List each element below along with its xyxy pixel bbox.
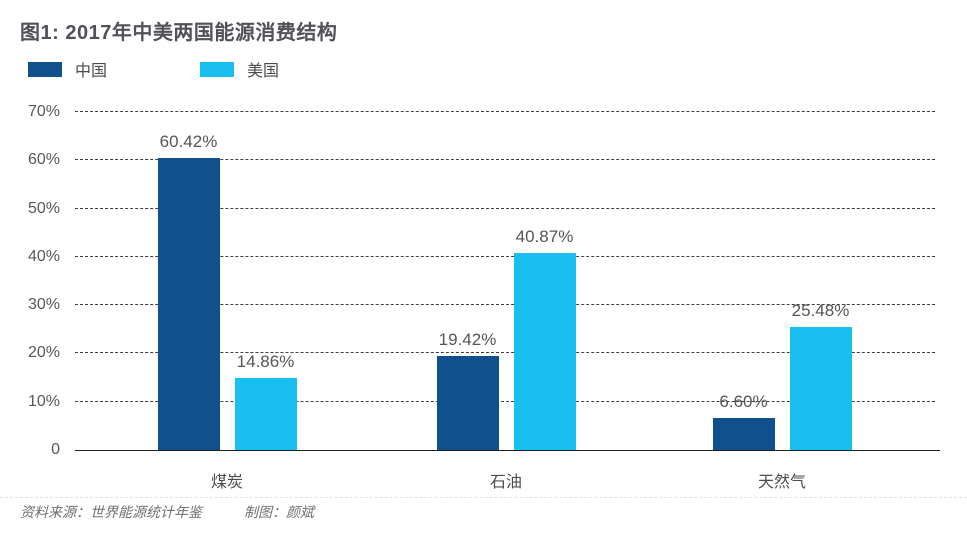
gridline-20 — [75, 352, 935, 354]
chart-title: 图1: 2017年中美两国能源消费结构 — [20, 22, 338, 44]
legend-swatch-china — [28, 61, 62, 77]
gridline-10 — [75, 400, 935, 402]
data-source-note: 资料来源：世界能源统计年鉴 — [20, 504, 202, 520]
bar-value-label: 40.87% — [515, 226, 574, 246]
y-axis-tick-label: 10% — [27, 392, 60, 410]
x-axis-category-label: 煤炭 — [210, 474, 243, 491]
x-axis-category-label: 天然气 — [757, 474, 806, 491]
bar-美国-石油 — [513, 252, 576, 450]
bar-美国-天然气 — [789, 326, 852, 450]
y-axis-tick-label: 50% — [27, 199, 60, 217]
gridline-40 — [75, 255, 935, 257]
gridline-70 — [75, 111, 935, 112]
bar-value-label: 25.48% — [791, 300, 850, 320]
y-axis-tick-label: 0 — [51, 441, 60, 458]
y-axis-tick-label: 40% — [27, 247, 60, 265]
x-axis-category-label: 石油 — [489, 474, 522, 491]
footer-divider — [0, 497, 967, 498]
bar-美国-煤炭 — [234, 378, 297, 450]
legend-label-china: 中国 — [75, 63, 108, 80]
bar-value-label: 19.42% — [438, 330, 497, 350]
bar-value-label: 60.42% — [159, 132, 218, 152]
bar-中国-煤炭 — [157, 158, 220, 450]
bar-value-label: 14.86% — [236, 352, 295, 372]
legend-item-usa: 美国 — [200, 60, 280, 80]
bar-中国-天然气 — [712, 418, 775, 450]
x-axis-line — [75, 450, 940, 451]
gridline-60 — [75, 159, 935, 161]
legend-label-usa: 美国 — [247, 63, 280, 80]
bar-value-label: 6.60% — [719, 392, 768, 412]
gridline-30 — [75, 304, 935, 306]
chart-footer: 资料来源：世界能源统计年鉴 制图：颜斌 — [20, 502, 314, 522]
y-axis-tick-label: 20% — [27, 344, 60, 362]
legend-swatch-usa — [200, 61, 234, 77]
chart-credit-note: 制图：颜斌 — [244, 504, 314, 520]
y-axis-tick-label: 60% — [27, 151, 60, 169]
y-axis-tick-label: 70% — [27, 103, 60, 120]
bar-中国-石油 — [436, 356, 499, 450]
y-axis-tick-label: 30% — [27, 296, 60, 314]
gridline-50 — [75, 207, 935, 209]
legend-item-china: 中国 — [28, 60, 108, 80]
